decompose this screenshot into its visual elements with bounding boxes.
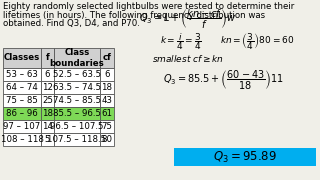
Bar: [100, 81, 114, 94]
Bar: [41, 120, 54, 133]
Bar: [100, 68, 114, 81]
Text: Class
boundaries: Class boundaries: [50, 48, 104, 68]
Text: 6: 6: [45, 70, 50, 79]
Text: 6: 6: [104, 70, 110, 79]
Text: 107.5 – 118.5: 107.5 – 118.5: [47, 135, 107, 144]
Text: Eighty randomly selected lightbulbs were tested to determine their: Eighty randomly selected lightbulbs were…: [3, 2, 294, 11]
Bar: [54, 48, 100, 68]
Text: 53 – 63: 53 – 63: [6, 70, 38, 79]
Text: f: f: [46, 53, 49, 62]
Text: 14: 14: [42, 122, 53, 131]
Bar: [41, 68, 54, 81]
Bar: [100, 94, 114, 107]
Text: obtained. Find Q3, D4, and P70.: obtained. Find Q3, D4, and P70.: [3, 19, 140, 28]
Bar: [54, 68, 100, 81]
Text: Classes: Classes: [4, 53, 40, 62]
Text: 5: 5: [45, 135, 50, 144]
Bar: [3, 107, 41, 120]
Text: 97 – 107: 97 – 107: [4, 122, 41, 131]
Bar: [54, 120, 100, 133]
Text: cf: cf: [103, 53, 111, 62]
Bar: [54, 133, 100, 146]
Text: 25: 25: [42, 96, 53, 105]
Bar: [54, 94, 100, 107]
Text: $kn = \left(\dfrac{3}{4}\right)80{=}60$: $kn = \left(\dfrac{3}{4}\right)80{=}60$: [220, 31, 294, 52]
Text: smallest $cf \geq kn$: smallest $cf \geq kn$: [152, 53, 224, 64]
Bar: [100, 107, 114, 120]
Text: 108 – 118: 108 – 118: [1, 135, 44, 144]
Text: 12: 12: [42, 83, 53, 92]
Text: 63.5 – 74.5: 63.5 – 74.5: [53, 83, 101, 92]
Bar: [100, 133, 114, 146]
Text: 86 – 96: 86 – 96: [6, 109, 38, 118]
Text: 64 – 74: 64 – 74: [6, 83, 38, 92]
Text: 52.5 – 63.5: 52.5 – 63.5: [53, 70, 101, 79]
Bar: [3, 81, 41, 94]
Bar: [3, 48, 41, 68]
Text: 75 – 85: 75 – 85: [6, 96, 38, 105]
Bar: [174, 148, 316, 166]
Bar: [41, 133, 54, 146]
Text: 18: 18: [101, 83, 113, 92]
Text: 85.5 – 96.5: 85.5 – 96.5: [53, 109, 101, 118]
Text: lifetimes (in hours). The following frequency distribution was: lifetimes (in hours). The following freq…: [3, 10, 265, 19]
Bar: [100, 120, 114, 133]
Bar: [54, 107, 100, 120]
Text: $k = \dfrac{i}{4} = \dfrac{3}{4}$: $k = \dfrac{i}{4} = \dfrac{3}{4}$: [160, 31, 202, 52]
Bar: [100, 48, 114, 68]
Text: 18: 18: [42, 109, 53, 118]
Bar: [41, 94, 54, 107]
Bar: [41, 107, 54, 120]
Bar: [3, 133, 41, 146]
Text: 61: 61: [101, 109, 113, 118]
Text: 75: 75: [101, 122, 113, 131]
Text: 43: 43: [101, 96, 113, 105]
Text: $Q_3 = L + \left(\dfrac{kn - cf}{f}\right)w$: $Q_3 = L + \left(\dfrac{kn - cf}{f}\righ…: [140, 8, 236, 31]
Bar: [3, 68, 41, 81]
Bar: [41, 48, 54, 68]
Bar: [41, 81, 54, 94]
Text: 74.5 – 85.5: 74.5 – 85.5: [53, 96, 101, 105]
Text: $Q_3 = 95.89$: $Q_3 = 95.89$: [213, 149, 277, 165]
Bar: [3, 120, 41, 133]
Bar: [54, 81, 100, 94]
Text: 80: 80: [101, 135, 113, 144]
Bar: [3, 94, 41, 107]
Text: 96.5 – 107.5: 96.5 – 107.5: [50, 122, 104, 131]
Text: $Q_3 = 85.5 + \left(\dfrac{60 - 43}{18}\right)11$: $Q_3 = 85.5 + \left(\dfrac{60 - 43}{18}\…: [163, 69, 284, 92]
